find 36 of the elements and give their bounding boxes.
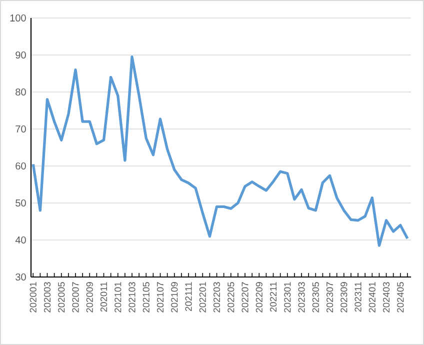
x-tick-label: 202207 (242, 282, 248, 312)
x-tick-label: 202307 (326, 282, 334, 312)
y-tick-label: 40 (15, 236, 26, 244)
x-tick-label: 202209 (256, 282, 262, 312)
x-tick-label: 202005 (58, 282, 65, 312)
x-tick-label: 202405 (397, 282, 404, 312)
x-tick-label: 202211 (270, 282, 277, 312)
y-tick-label: 50 (16, 199, 26, 207)
x-tick-label: 202109 (171, 282, 178, 312)
x-tick-label: 202311 (354, 282, 362, 312)
x-tick-label: 202001 (30, 282, 36, 312)
y-tick-label: 60 (16, 162, 26, 170)
x-tick-label: 202107 (156, 282, 164, 312)
x-tick-label: 202301 (284, 282, 291, 312)
x-tick-label: 202003 (44, 282, 51, 312)
x-tick-label: 202203 (213, 282, 220, 312)
x-tick-label: 202007 (72, 282, 79, 312)
x-tick-label: 202309 (340, 282, 348, 312)
x-tick-label: 202101 (114, 282, 122, 312)
x-tick-label: 202009 (86, 282, 93, 312)
line-series (32, 56, 409, 247)
y-tick-label: 70 (16, 125, 26, 133)
x-tick-label: 202403 (382, 282, 390, 312)
y-tick-label: 90 (16, 51, 26, 59)
x-tick-label: 202305 (312, 282, 319, 312)
x-tick-label: 202205 (228, 282, 234, 312)
y-tick-label: 30 (16, 273, 26, 281)
x-tick-label: 202011 (100, 282, 108, 312)
x-tick-label: 202303 (298, 282, 305, 312)
x-tick-label: 202201 (199, 282, 206, 312)
x-tick-label: 202105 (142, 282, 150, 312)
x-tick-label: 202103 (128, 282, 136, 312)
y-tick-label: 100 (10, 14, 26, 22)
y-tick-label: 80 (16, 88, 26, 96)
x-tick-label: 202401 (368, 282, 376, 312)
x-tick-label: 202111 (185, 282, 192, 311)
